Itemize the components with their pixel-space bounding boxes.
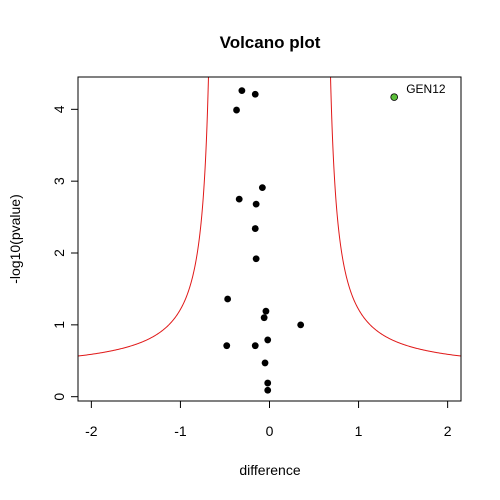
data-point xyxy=(261,359,269,367)
y-tick-label: 0 xyxy=(51,393,67,401)
data-point xyxy=(251,225,259,232)
data-point xyxy=(260,314,268,322)
threshold-curve-left xyxy=(78,77,209,357)
data-point xyxy=(252,200,260,208)
y-tick-label: 2 xyxy=(51,249,67,257)
x-tick-label: -2 xyxy=(85,423,98,439)
y-axis: 0 1 2 3 4 xyxy=(51,105,79,401)
data-point xyxy=(258,184,266,192)
highlighted-point xyxy=(390,93,398,101)
x-tick-label: 0 xyxy=(266,423,274,439)
data-point xyxy=(251,90,259,98)
x-tick-label: 1 xyxy=(355,423,363,439)
data-point xyxy=(264,379,272,387)
x-tick-label: -1 xyxy=(174,423,187,439)
data-point xyxy=(251,342,259,350)
data-point xyxy=(297,321,305,329)
data-point xyxy=(233,106,240,114)
x-tick-label: 2 xyxy=(444,423,452,439)
y-axis-label: -log10(pvalue) xyxy=(7,194,23,284)
threshold-curves xyxy=(78,77,461,357)
chart-title: Volcano plot xyxy=(220,33,321,52)
y-tick-label: 4 xyxy=(51,105,67,113)
threshold-curve-right xyxy=(330,77,461,357)
data-point xyxy=(235,195,243,203)
data-point xyxy=(252,255,260,263)
data-point xyxy=(264,336,272,344)
y-tick-label: 1 xyxy=(51,321,67,329)
x-axis: -2 -1 0 1 2 xyxy=(85,400,452,439)
data-point xyxy=(264,386,272,394)
data-point xyxy=(238,87,246,95)
annotations: GEN12 xyxy=(406,82,446,96)
data-point xyxy=(262,307,270,315)
highlighted-point-label: GEN12 xyxy=(406,82,446,96)
x-axis-label: difference xyxy=(239,462,300,478)
data-point xyxy=(224,295,232,303)
data-points xyxy=(223,87,398,394)
y-tick-label: 3 xyxy=(51,177,67,185)
data-point xyxy=(223,342,231,350)
